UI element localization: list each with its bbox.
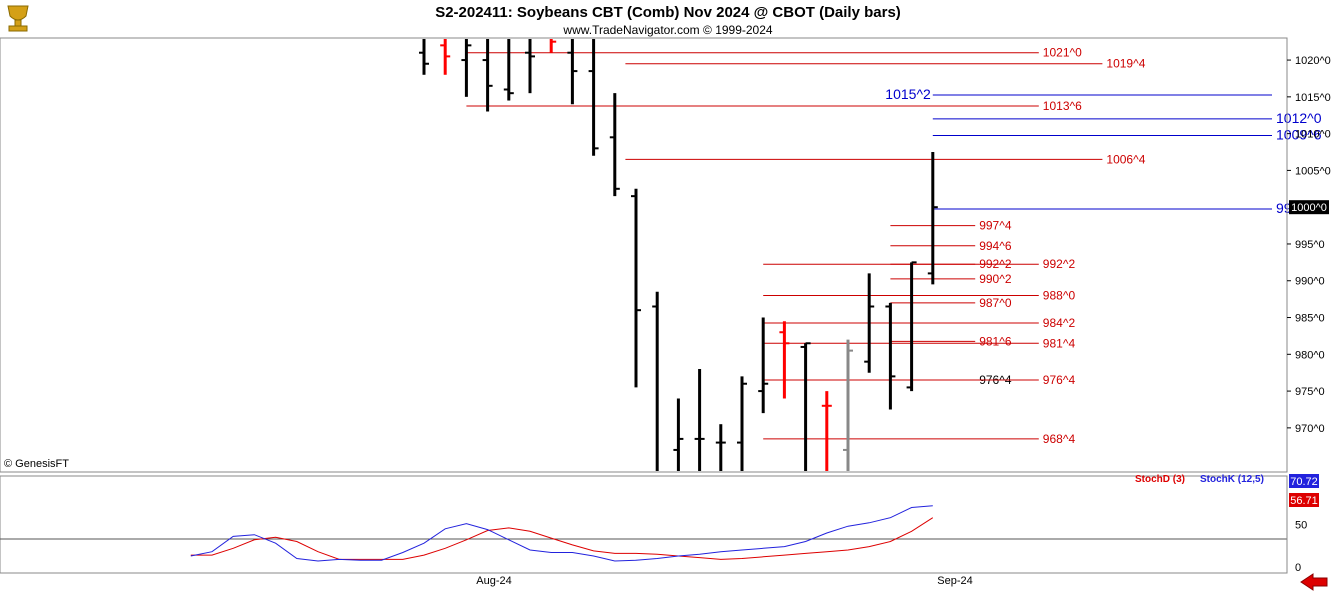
level-label: 1012^0 xyxy=(1276,110,1322,126)
series-line-stochK xyxy=(190,505,933,562)
price-bar xyxy=(927,152,938,285)
last-price-badge xyxy=(1289,200,1329,215)
price-bar xyxy=(588,39,599,156)
level-label: 992^2 xyxy=(1043,257,1076,271)
chart-subtitle: www.TradeNavigator.com © 1999-2024 xyxy=(562,23,772,37)
price-bar xyxy=(609,93,620,197)
price-bar xyxy=(864,273,875,373)
level-label: 988^0 xyxy=(1043,288,1076,302)
level-label: 984^2 xyxy=(1043,316,1076,330)
price-bar xyxy=(440,39,451,75)
level-label: 1021^0 xyxy=(1043,46,1082,60)
price-bar xyxy=(737,376,747,471)
price-bar xyxy=(800,342,811,471)
scroll-right-button[interactable] xyxy=(1300,573,1328,591)
price-bar xyxy=(567,39,578,105)
level-label: 1013^6 xyxy=(1043,99,1082,113)
level-label: 994^6 xyxy=(979,239,1012,253)
price-bar xyxy=(652,291,659,471)
oscillator-last-label: 56.71 xyxy=(1290,495,1318,507)
price-tick-label: 975^0 xyxy=(1295,386,1325,398)
price-bar xyxy=(631,188,641,388)
level-label: 968^4 xyxy=(1043,432,1076,446)
price-bar xyxy=(758,317,769,414)
trophy-logo-icon xyxy=(7,5,29,32)
price-tick-label: 995^0 xyxy=(1295,239,1325,251)
price-bar xyxy=(906,261,917,392)
date-label: Sep-24 xyxy=(937,575,972,587)
level-label: 990^2 xyxy=(979,272,1012,286)
price-panel xyxy=(0,37,1288,473)
date-axis: Aug-24 Sep-24 xyxy=(476,575,972,587)
level-label: 1015^2 xyxy=(885,86,931,102)
price-tick-label: 1015^0 xyxy=(1295,92,1331,104)
price-bar xyxy=(461,39,472,97)
price-tick-label: 1010^0 xyxy=(1295,129,1331,141)
level-label: 987^0 xyxy=(979,296,1012,310)
price-bars xyxy=(419,39,938,471)
level-label: 981^4 xyxy=(1043,336,1076,350)
oscillator-tick-label: 0 xyxy=(1295,562,1301,574)
price-axis: 1020^0 1015^0 1010^0 1005^0 995^0 990^0 985^0 9… xyxy=(1286,38,1331,472)
price-tick-label: 970^0 xyxy=(1295,423,1325,435)
price-bar xyxy=(482,39,493,112)
price-bar xyxy=(779,321,790,399)
price-bar xyxy=(673,398,684,471)
price-tick-label: 1020^0 xyxy=(1295,55,1331,67)
level-label: 976^4 xyxy=(1043,373,1076,387)
price-tick-label: 1005^0 xyxy=(1295,165,1331,177)
level-label: 1019^4 xyxy=(1106,57,1145,71)
level-label: 981^6 xyxy=(979,334,1012,348)
oscillator-axis: 50 0 70.72 56.71 xyxy=(1286,474,1319,574)
oscillator-last-badge xyxy=(1289,493,1319,507)
price-bar xyxy=(885,302,896,410)
price-tick-label: 985^0 xyxy=(1295,313,1325,325)
price-tick-label: 990^0 xyxy=(1295,276,1325,288)
oscillator-last-badge xyxy=(1289,474,1319,488)
series-line-stochD xyxy=(190,517,934,560)
watermark: © GenesisFT xyxy=(4,458,69,470)
arrow-left-icon xyxy=(1300,573,1328,591)
price-tick-label: 980^0 xyxy=(1295,349,1325,361)
chart-title: S2-202411: Soybeans CBT (Comb) Nov 2024 … xyxy=(435,4,901,21)
legend-label: StochD (3) xyxy=(1135,474,1185,485)
level-label: 997^4 xyxy=(979,219,1012,233)
level-label: 1006^4 xyxy=(1106,152,1145,166)
price-bar xyxy=(549,39,557,53)
price-bar xyxy=(821,391,832,471)
oscillator-tick-label: 50 xyxy=(1295,520,1307,532)
stochastic-lines: StochD (3) StochK (12,5) xyxy=(0,474,1287,562)
oscillator-last-label: 70.72 xyxy=(1290,476,1318,488)
price-bar xyxy=(715,424,726,471)
date-label: Aug-24 xyxy=(476,575,511,587)
price-bar xyxy=(843,339,853,471)
levels-layer: 1021^01019^41015^21013^61012^01009^61006… xyxy=(466,46,1322,446)
price-bar xyxy=(503,39,514,101)
legend-label: StochK (12,5) xyxy=(1200,474,1264,485)
price-bar xyxy=(694,369,705,471)
price-bar xyxy=(525,39,535,94)
last-price-label: 1000^0 xyxy=(1291,202,1327,214)
oscillator-panel xyxy=(0,475,1288,574)
price-bar xyxy=(419,39,429,75)
